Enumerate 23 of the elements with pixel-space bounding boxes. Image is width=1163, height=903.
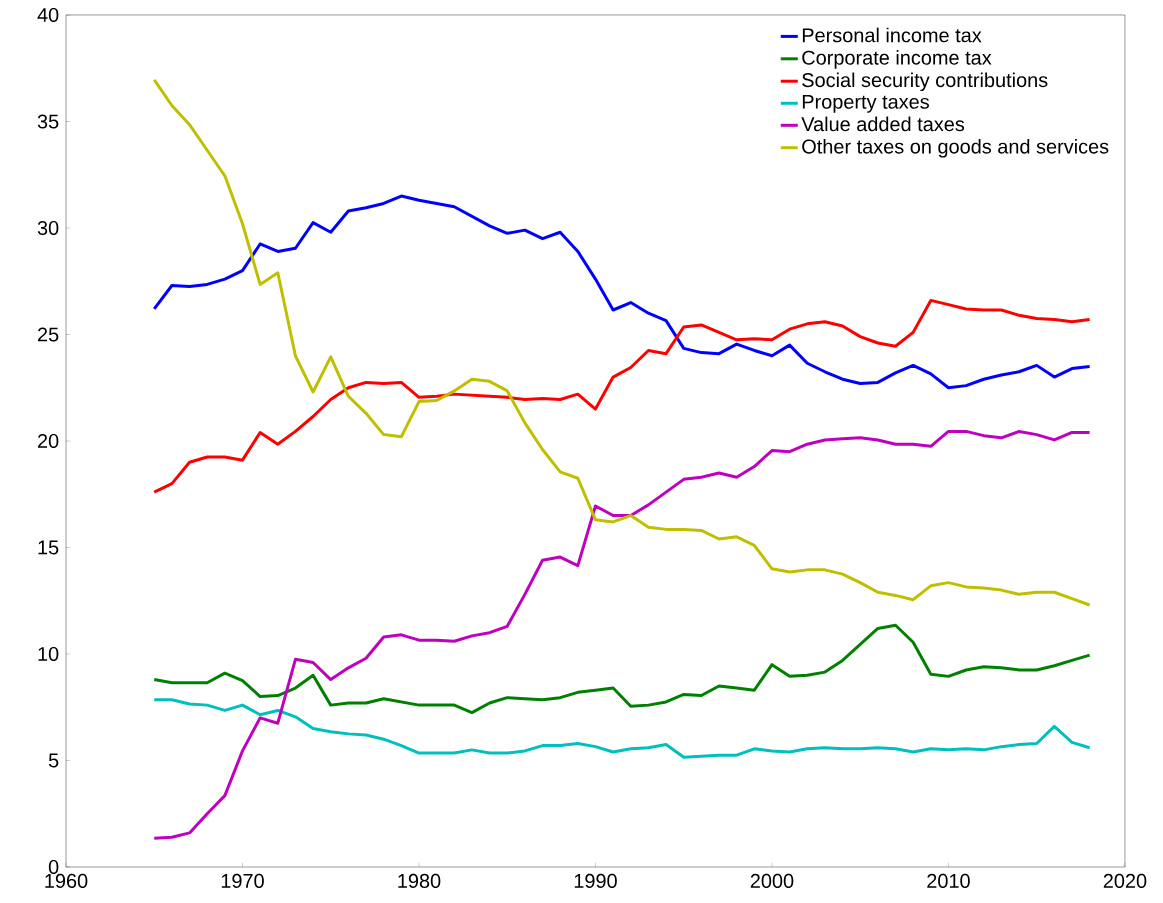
x-tick-label: 1960 bbox=[45, 873, 88, 888]
x-tick-label: 2020 bbox=[1103, 873, 1147, 888]
y-tick-label: 5 bbox=[48, 753, 59, 768]
x-tick-label: 1990 bbox=[574, 873, 617, 888]
y-tick-label: 15 bbox=[38, 540, 59, 555]
legend-label: Value added taxes bbox=[801, 116, 965, 132]
legend-label: Social security contributions bbox=[802, 72, 1048, 92]
line-series bbox=[152, 429, 1092, 840]
y-tick-label: 10 bbox=[38, 646, 59, 662]
legend-label: Personal income tax bbox=[802, 27, 982, 43]
y-tick-label: 30 bbox=[37, 220, 59, 236]
y-tick-label: 25 bbox=[37, 327, 59, 342]
y-tick-label: 20 bbox=[37, 433, 59, 449]
x-tick-label: 1970 bbox=[221, 873, 264, 888]
x-tick-label: 1980 bbox=[398, 873, 441, 888]
legend-label: Property taxes bbox=[802, 94, 929, 113]
x-tick-label: 2010 bbox=[927, 873, 970, 888]
y-tick-label: 0 bbox=[48, 859, 59, 875]
x-tick-label: 2000 bbox=[750, 873, 794, 888]
legend-label: Corporate income tax bbox=[802, 50, 992, 69]
y-tick-label: 40 bbox=[37, 7, 59, 23]
legend-label: Other taxes on goods and services bbox=[802, 139, 1109, 158]
y-tick-label: 35 bbox=[37, 114, 59, 129]
